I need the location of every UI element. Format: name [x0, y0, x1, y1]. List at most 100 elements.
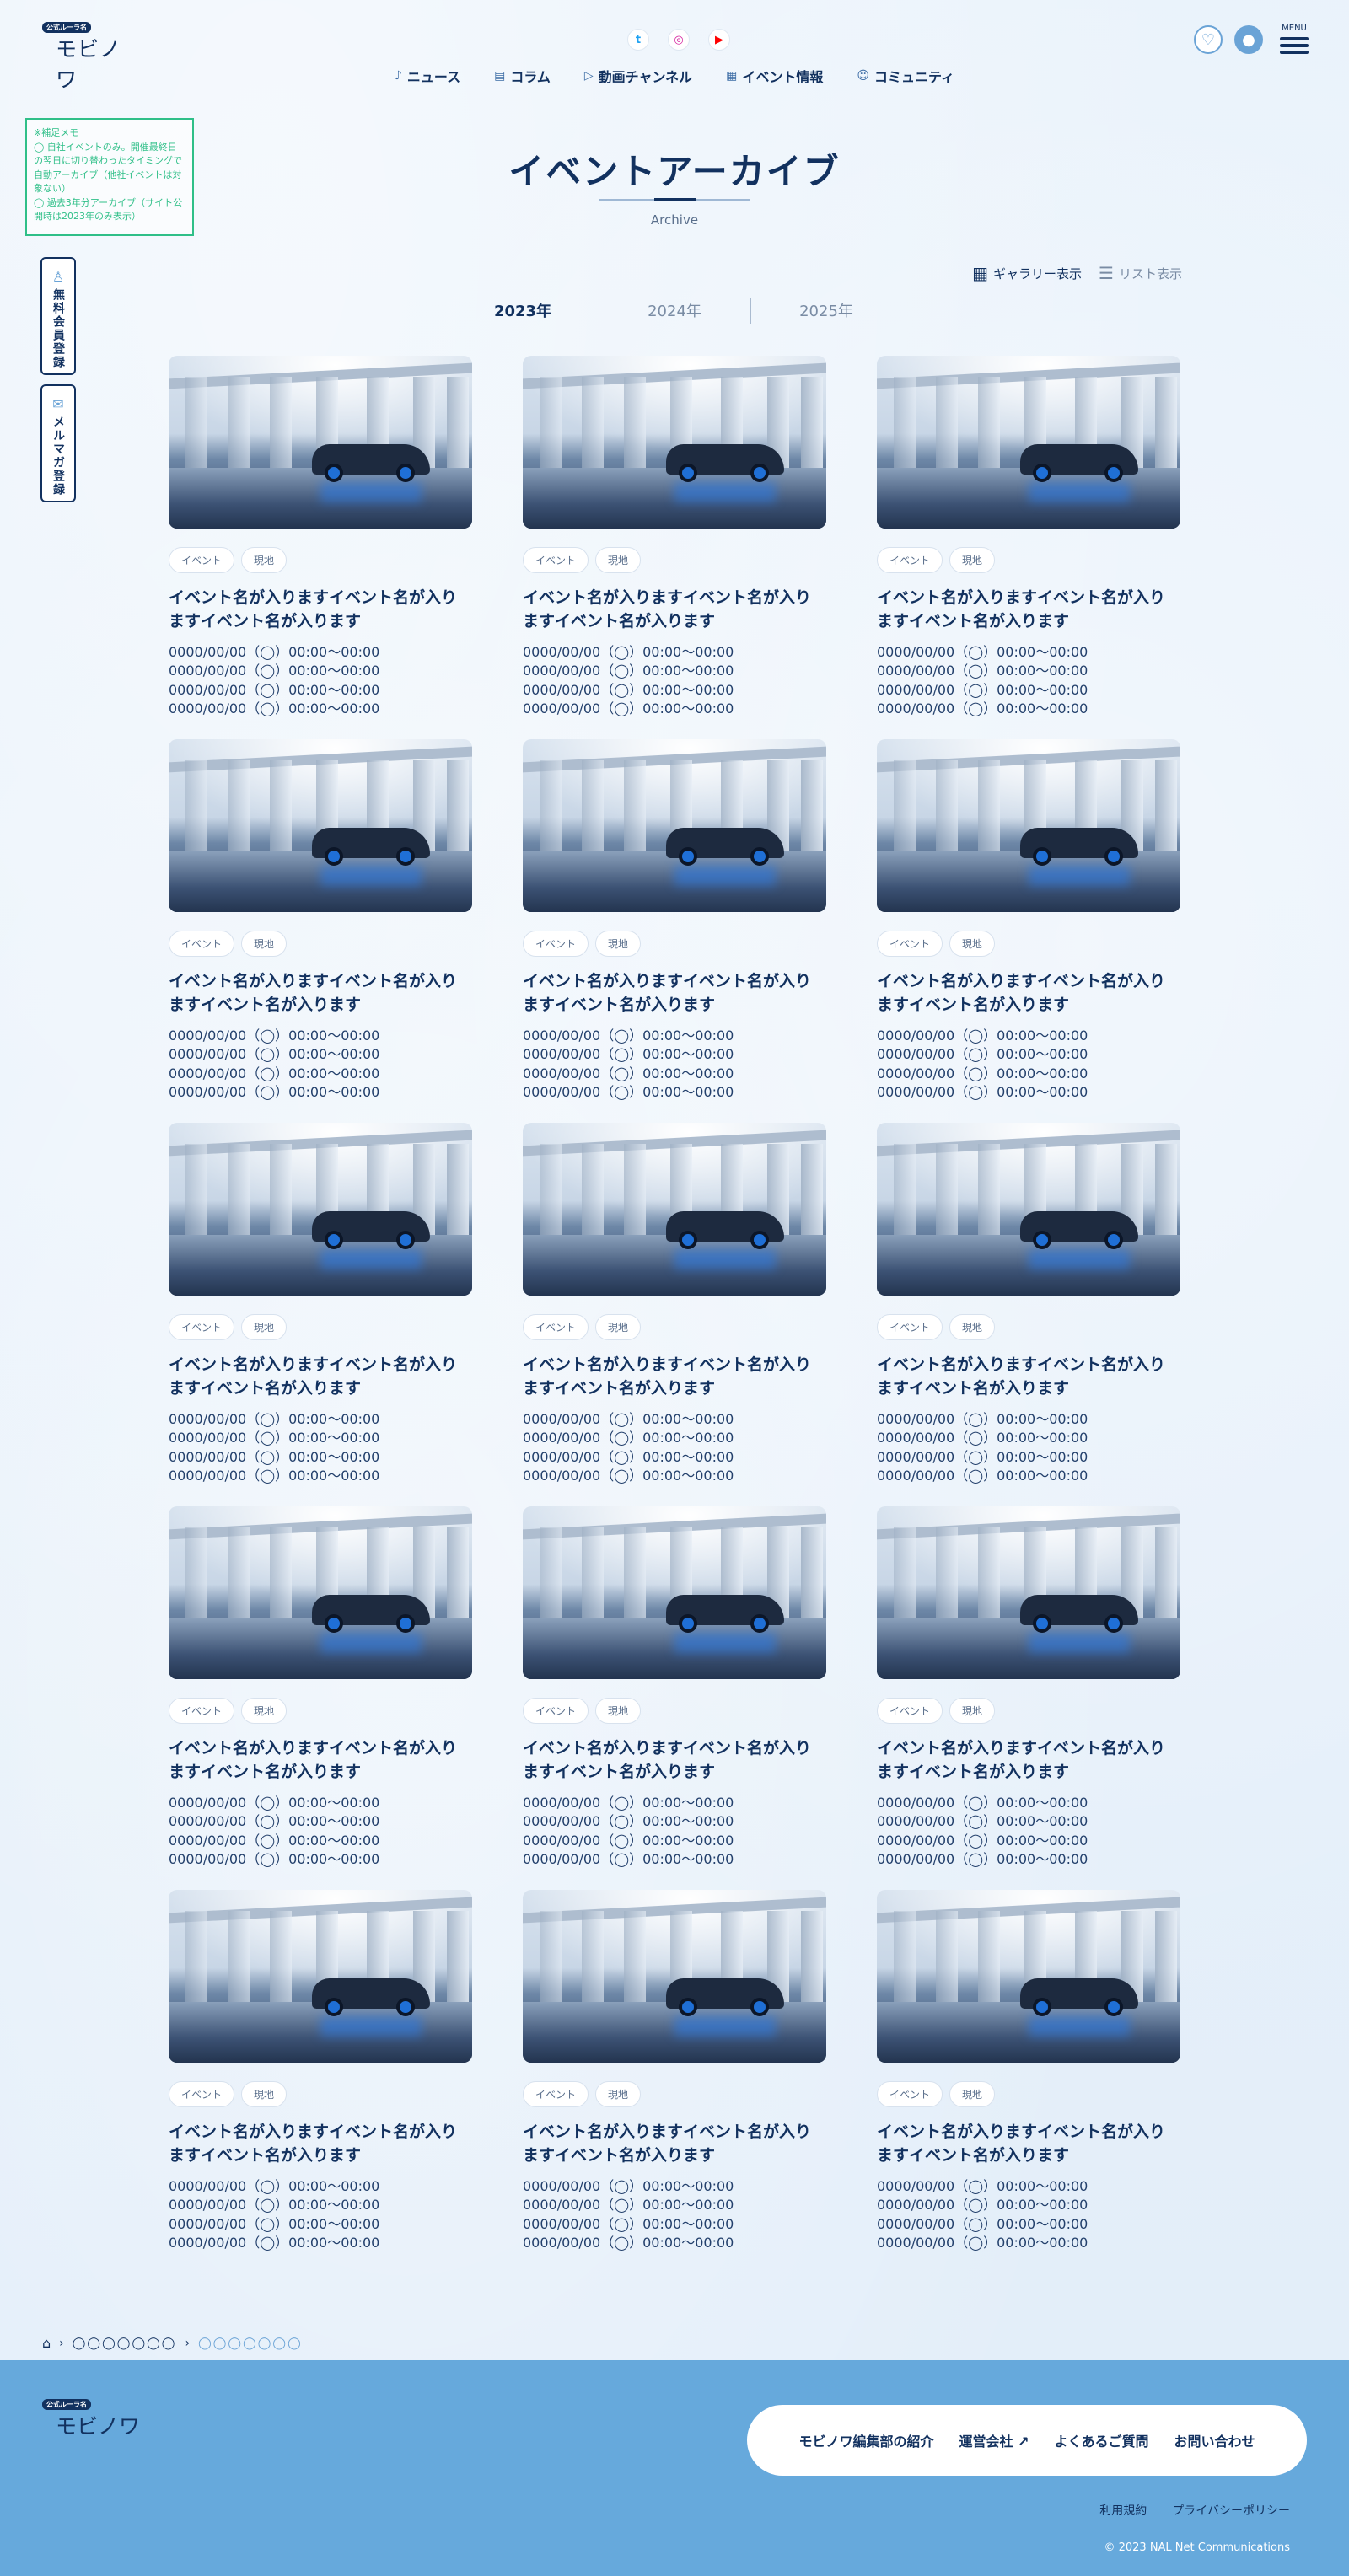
event-card[interactable]: イベント 現地 イベント名が入りますイベント名が入りますイベント名が入ります 0000… [523, 1506, 826, 1867]
people-icon: ☺ [857, 69, 870, 83]
chevron-right-icon: › [185, 2336, 191, 2350]
event-tag[interactable]: 現地 [241, 1698, 288, 1724]
event-tag[interactable]: イベント [169, 931, 235, 957]
thumbnail-shape [396, 1231, 415, 1249]
event-date: 0000/00/00（◯）00:00〜00:00 [523, 700, 734, 717]
breadcrumb: ⌂ › ◯◯◯◯◯◯◯ › ◯◯◯◯◯◯◯ [42, 2335, 303, 2351]
event-tag[interactable]: 現地 [241, 2081, 288, 2107]
event-tag[interactable]: 現地 [241, 931, 288, 957]
event-tag[interactable]: 現地 [241, 1314, 288, 1340]
home-icon[interactable]: ⌂ [42, 2335, 51, 2351]
youtube-icon[interactable]: ▶ [708, 29, 730, 51]
mail-icon: ✉ [52, 396, 64, 412]
event-tag[interactable]: 現地 [241, 547, 288, 573]
event-thumbnail [523, 1890, 826, 2063]
event-card[interactable]: イベント 現地 イベント名が入りますイベント名が入りますイベント名が入ります 0000… [523, 739, 826, 1100]
event-dates: 0000/00/00（◯）00:00〜00:00 0000/00/00（◯）00:… [523, 1027, 826, 1103]
event-tag[interactable]: 現地 [595, 1698, 642, 1724]
event-date: 0000/00/00（◯）00:00〜00:00 [169, 1468, 380, 1484]
event-card[interactable]: イベント 現地 イベント名が入りますイベント名が入りますイベント名が入ります 0000… [169, 739, 472, 1100]
list-view-button[interactable]: ☰ リスト表示 [1099, 263, 1182, 283]
gallery-view-button[interactable]: ▦ ギャラリー表示 [972, 263, 1082, 283]
thumbnail-shape [894, 1911, 916, 2008]
footer-link-company[interactable]: 運営会社 ↗ [959, 2430, 1029, 2450]
tag-list: イベント 現地 [523, 1314, 826, 1340]
event-date: 0000/00/00（◯）00:00〜00:00 [523, 681, 734, 698]
event-tag[interactable]: イベント [877, 547, 943, 573]
event-tag[interactable]: イベント [169, 1314, 235, 1340]
view-toggle: ▦ ギャラリー表示 ☰ リスト表示 [972, 263, 1182, 283]
event-tag[interactable]: イベント [523, 1314, 589, 1340]
thumbnail-shape [270, 1144, 292, 1241]
event-date: 0000/00/00（◯）00:00〜00:00 [877, 1795, 1088, 1811]
event-tag[interactable]: イベント [523, 931, 589, 957]
event-tag[interactable]: 現地 [949, 1314, 996, 1340]
event-tag[interactable]: イベント [169, 2081, 235, 2107]
event-tag[interactable]: イベント [169, 547, 235, 573]
nav-item-events[interactable]: ▦ イベント情報 [726, 66, 823, 86]
terms-link[interactable]: 利用規約 [1099, 2504, 1147, 2518]
event-tag[interactable]: イベント [877, 931, 943, 957]
footer-logo[interactable]: 公式ルーラ名 モビノワ [42, 2394, 140, 2440]
event-tag[interactable]: 現地 [595, 931, 642, 957]
event-card[interactable]: イベント 現地 イベント名が入りますイベント名が入りますイベント名が入ります 0000… [169, 1123, 472, 1484]
event-tag[interactable]: イベント [877, 1314, 943, 1340]
event-card[interactable]: イベント 現地 イベント名が入りますイベント名が入りますイベント名が入ります 0000… [523, 1890, 826, 2251]
event-tag[interactable]: 現地 [595, 2081, 642, 2107]
free-register-button[interactable]: ♙ 無料会員登録 [40, 257, 76, 375]
thumbnail-shape [1104, 1998, 1123, 2016]
tab-2024[interactable]: 2024年 [599, 297, 750, 327]
tab-2025[interactable]: 2025年 [750, 297, 902, 327]
event-dates: 0000/00/00（◯）00:00〜00:00 0000/00/00（◯）00:… [169, 2177, 472, 2253]
event-tag[interactable]: 現地 [949, 547, 996, 573]
thumbnail-shape [320, 1249, 422, 1269]
event-tag[interactable]: 現地 [949, 931, 996, 957]
newsletter-register-button[interactable]: ✉ メルマガ登録 [40, 384, 76, 502]
thumbnail-shape [674, 1633, 776, 1653]
breadcrumb-item[interactable]: ◯◯◯◯◯◯◯ [72, 2336, 177, 2350]
event-tag[interactable]: イベント [523, 1698, 589, 1724]
event-card[interactable]: イベント 現地 イベント名が入りますイベント名が入りますイベント名が入ります 0000… [877, 739, 1180, 1100]
tab-2023[interactable]: 2023年 [493, 303, 552, 320]
event-card[interactable]: イベント 現地 イベント名が入りますイベント名が入りますイベント名が入ります 0000… [877, 1506, 1180, 1867]
nav-item-video[interactable]: ▷ 動画チャンネル [584, 66, 692, 86]
event-card[interactable]: イベント 現地 イベント名が入りますイベント名が入りますイベント名が入ります 0000… [523, 1123, 826, 1484]
event-tag[interactable]: 現地 [949, 2081, 996, 2107]
thumbnail-shape [801, 377, 823, 474]
tag-list: イベント 現地 [877, 547, 1180, 573]
event-tag[interactable]: イベント [877, 1698, 943, 1724]
thumbnail-shape [325, 1614, 343, 1633]
event-card[interactable]: イベント 現地 イベント名が入りますイベント名が入りますイベント名が入ります 0000… [877, 356, 1180, 716]
event-card[interactable]: イベント 現地 イベント名が入りますイベント名が入りますイベント名が入ります 0000… [169, 1890, 472, 2251]
account-button[interactable]: ● [1234, 25, 1263, 54]
thumbnail-shape [270, 1911, 292, 2008]
event-tag[interactable]: イベント [877, 2081, 943, 2107]
event-card[interactable]: イベント 現地 イベント名が入りますイベント名が入りますイベント名が入ります 0000… [169, 1506, 472, 1867]
event-tag[interactable]: 現地 [595, 1314, 642, 1340]
footer-link-faq[interactable]: よくあるご質問 [1054, 2434, 1149, 2450]
nav-item-column[interactable]: ▤ コラム [494, 66, 551, 86]
menu-button[interactable]: MENU [1280, 24, 1309, 56]
event-date: 0000/00/00（◯）00:00〜00:00 [523, 2197, 734, 2214]
footer-link-about[interactable]: モビノワ編集部の紹介 [798, 2434, 934, 2450]
event-tag[interactable]: 現地 [595, 547, 642, 573]
event-tag[interactable]: 現地 [949, 1698, 996, 1724]
favorite-button[interactable]: ♡ [1194, 25, 1223, 54]
event-date: 0000/00/00（◯）00:00〜00:00 [877, 1028, 1088, 1044]
nav-item-community[interactable]: ☺ コミュニティ [857, 66, 954, 86]
instagram-icon[interactable]: ◎ [668, 29, 690, 51]
nav-item-news[interactable]: ♪ ニュース [395, 66, 460, 86]
event-card[interactable]: イベント 現地 イベント名が入りますイベント名が入りますイベント名が入ります 0000… [169, 356, 472, 716]
event-card[interactable]: イベント 現地 イベント名が入りますイベント名が入りますイベント名が入ります 0000… [877, 1890, 1180, 2251]
event-tag[interactable]: イベント [169, 1698, 235, 1724]
event-tag[interactable]: イベント [523, 2081, 589, 2107]
thumbnail-shape [894, 760, 916, 857]
footer-link-contact[interactable]: お問い合わせ [1174, 2434, 1255, 2450]
site-logo[interactable]: 公式ルーラ名 モビノワ [42, 17, 135, 92]
event-card[interactable]: イベント 現地 イベント名が入りますイベント名が入りますイベント名が入ります 0000… [877, 1123, 1180, 1484]
social-links: t ◎ ▶ [627, 29, 730, 51]
event-tag[interactable]: イベント [523, 547, 589, 573]
privacy-link[interactable]: プライバシーポリシー [1172, 2504, 1290, 2518]
twitter-icon[interactable]: t [627, 29, 649, 51]
event-card[interactable]: イベント 現地 イベント名が入りますイベント名が入りますイベント名が入ります 0000… [523, 356, 826, 716]
